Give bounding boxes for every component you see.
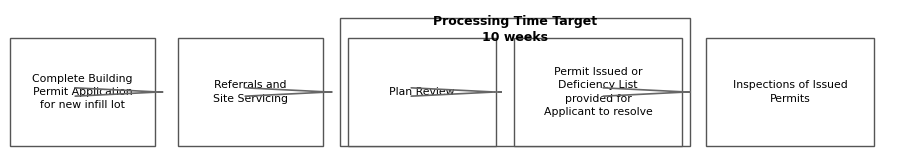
Bar — [348, 38, 496, 146]
Text: Inspections of Issued
Permits: Inspections of Issued Permits — [733, 80, 848, 104]
Bar — [514, 38, 682, 146]
Bar — [706, 38, 874, 146]
Text: Permit Issued or
Deficiency List
provided for
Applicant to resolve: Permit Issued or Deficiency List provide… — [544, 67, 653, 117]
Bar — [10, 38, 155, 146]
Text: Complete Building
Permit Application
for new infill lot: Complete Building Permit Application for… — [32, 74, 133, 110]
Text: Processing Time Target
10 weeks: Processing Time Target 10 weeks — [433, 15, 597, 44]
Text: Referrals and
Site Servicing: Referrals and Site Servicing — [213, 80, 288, 104]
Bar — [178, 38, 323, 146]
Bar — [340, 18, 690, 146]
Text: Plan Review: Plan Review — [389, 87, 455, 97]
